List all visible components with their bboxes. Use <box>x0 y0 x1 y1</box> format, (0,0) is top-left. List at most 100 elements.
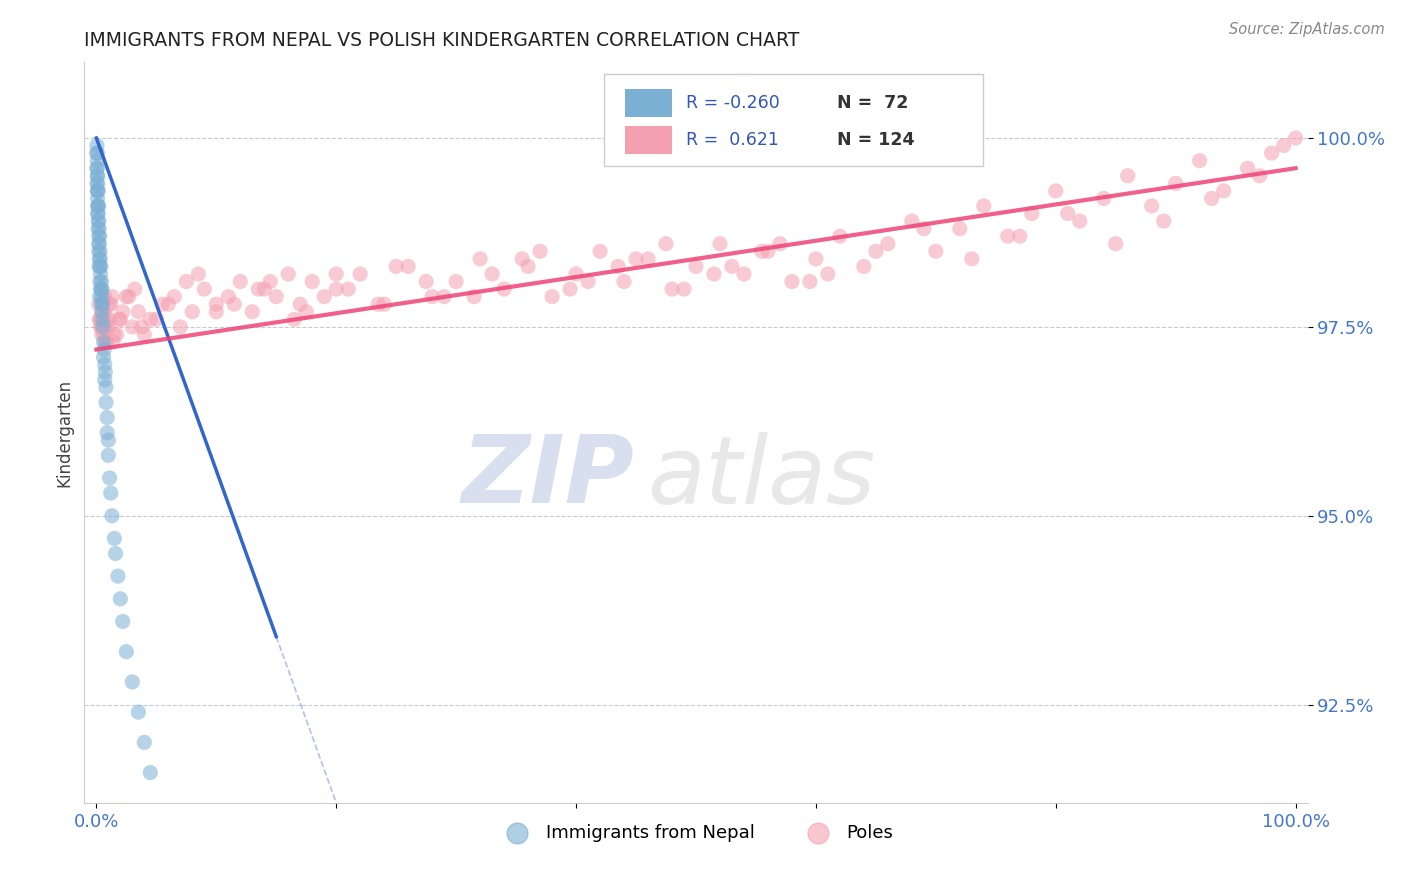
Point <box>1105 236 1128 251</box>
FancyBboxPatch shape <box>605 73 983 166</box>
Point <box>93 334 115 349</box>
Legend: Immigrants from Nepal, Poles: Immigrants from Nepal, Poles <box>491 817 901 849</box>
Point <box>87 214 110 228</box>
Point <box>703 267 725 281</box>
Point <box>229 275 252 289</box>
Text: Source: ZipAtlas.com: Source: ZipAtlas.com <box>1229 22 1385 37</box>
Point <box>90 282 112 296</box>
Point <box>101 334 124 349</box>
Text: atlas: atlas <box>647 432 876 523</box>
Point <box>90 267 112 281</box>
Point <box>751 244 773 259</box>
Point <box>925 244 948 259</box>
Point <box>325 267 347 281</box>
Point <box>90 319 112 334</box>
Point <box>607 260 630 274</box>
Point <box>134 327 156 342</box>
Point <box>134 735 156 749</box>
Point <box>1116 169 1139 183</box>
Point <box>90 327 112 342</box>
Text: R = -0.260: R = -0.260 <box>686 95 780 112</box>
Point <box>163 290 186 304</box>
Point <box>124 282 146 296</box>
Point <box>86 184 108 198</box>
FancyBboxPatch shape <box>626 126 672 154</box>
Point <box>139 765 162 780</box>
Point <box>121 674 143 689</box>
Point <box>94 312 117 326</box>
Point <box>396 260 419 274</box>
Point <box>98 471 121 485</box>
Point <box>385 260 408 274</box>
Point <box>1056 206 1078 220</box>
Point <box>865 244 887 259</box>
Point <box>89 312 111 326</box>
Point <box>558 282 581 296</box>
Point <box>96 319 118 334</box>
Point <box>661 282 683 296</box>
Point <box>1188 153 1211 168</box>
Point <box>181 304 204 318</box>
Point <box>87 221 110 235</box>
Point <box>314 290 336 304</box>
Point <box>121 319 143 334</box>
Point <box>96 425 118 440</box>
Text: ZIP: ZIP <box>463 431 636 523</box>
Point <box>997 229 1019 244</box>
Point <box>97 319 120 334</box>
Point <box>799 275 821 289</box>
Point <box>1201 191 1223 205</box>
Point <box>87 236 110 251</box>
Point <box>90 319 112 334</box>
Point <box>91 304 114 318</box>
Point <box>87 206 110 220</box>
Point <box>90 275 112 289</box>
Point <box>139 312 162 326</box>
Point <box>110 312 132 326</box>
Point <box>90 304 112 318</box>
Point <box>115 290 138 304</box>
Point <box>949 221 972 235</box>
Point <box>960 252 983 266</box>
Point <box>93 290 117 304</box>
Point <box>1212 184 1234 198</box>
Point <box>301 275 323 289</box>
Point <box>529 244 551 259</box>
Point <box>463 290 485 304</box>
Point <box>90 290 112 304</box>
Point <box>1069 214 1091 228</box>
Point <box>1249 169 1271 183</box>
Point <box>637 252 659 266</box>
Point <box>589 244 612 259</box>
Point <box>87 260 110 274</box>
Point <box>103 532 125 546</box>
Point <box>118 290 141 304</box>
Point <box>264 290 287 304</box>
Point <box>93 358 117 372</box>
Point <box>89 236 111 251</box>
Point <box>685 260 707 274</box>
Text: R =  0.621: R = 0.621 <box>686 131 779 149</box>
Point <box>104 547 127 561</box>
Point <box>89 252 111 266</box>
Point <box>97 297 120 311</box>
Point <box>93 350 115 364</box>
Point <box>565 267 588 281</box>
Point <box>240 304 263 318</box>
Point <box>87 199 110 213</box>
Point <box>349 267 371 281</box>
Point <box>901 214 924 228</box>
Point <box>86 169 108 183</box>
Point <box>87 297 110 311</box>
Point <box>420 290 443 304</box>
Point <box>817 267 839 281</box>
Point <box>912 221 935 235</box>
Point <box>253 282 276 296</box>
Point <box>93 343 115 357</box>
Point <box>468 252 491 266</box>
Point <box>1153 214 1175 228</box>
Point <box>433 290 456 304</box>
Point <box>100 486 122 500</box>
Point <box>1045 184 1067 198</box>
Point <box>131 319 153 334</box>
